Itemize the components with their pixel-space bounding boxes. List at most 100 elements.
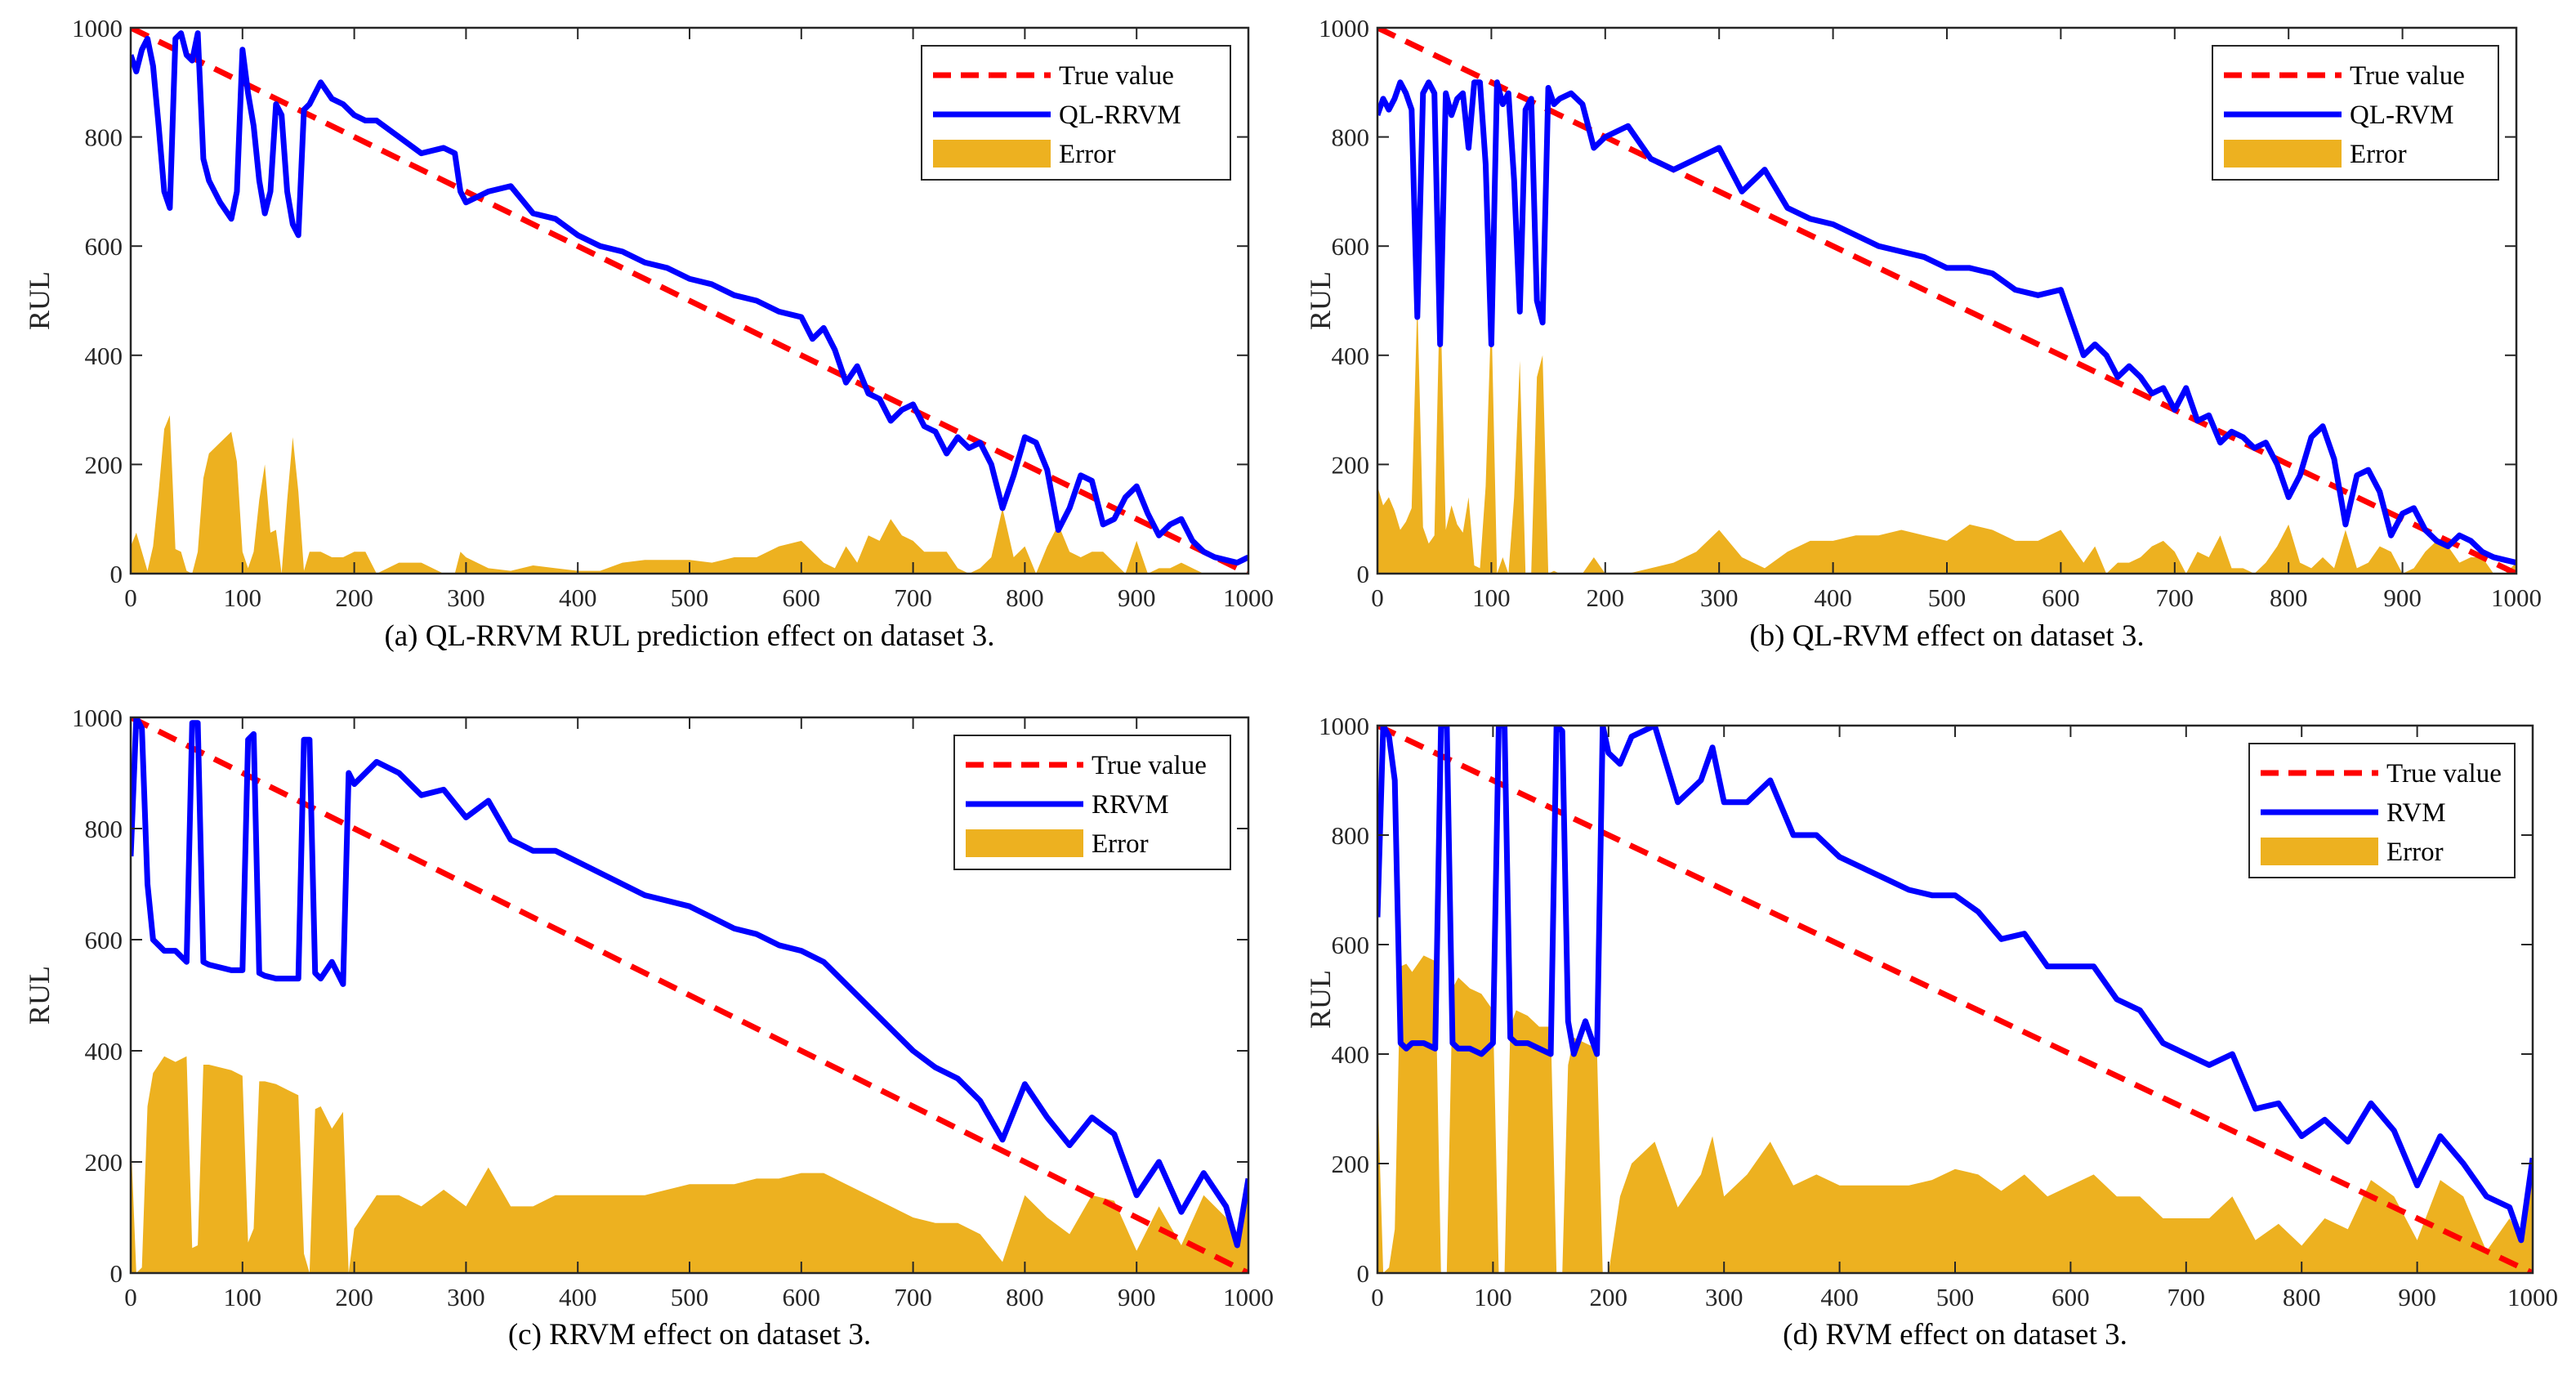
legend-swatch-error — [966, 829, 1083, 857]
y-axis-label: RUL — [1304, 970, 1337, 1029]
true-value-line — [131, 717, 1248, 1273]
y-tick-label: 0 — [110, 1259, 123, 1288]
x-tick-label: 300 — [447, 583, 485, 612]
prediction-line — [131, 30, 1248, 566]
x-tick-label: 300 — [447, 1283, 485, 1311]
x-tick-label: 0 — [124, 583, 137, 612]
y-tick-label: 1000 — [1319, 14, 1369, 42]
y-tick-label: 800 — [1332, 123, 1370, 152]
y-tick-label: 0 — [110, 560, 123, 588]
legend-label: True value — [1059, 61, 1174, 91]
plot-series — [131, 28, 1248, 574]
x-tick-label: 300 — [1705, 1283, 1743, 1311]
x-tick-label: 500 — [1936, 1283, 1975, 1311]
legend-label: True value — [2350, 61, 2465, 91]
x-tick-label: 700 — [894, 583, 932, 612]
y-tick-label: 1000 — [1319, 712, 1369, 740]
x-tick-label: 100 — [224, 583, 262, 612]
x-tick-label: 200 — [1590, 1283, 1628, 1311]
x-tick-label: 600 — [2051, 1283, 2090, 1311]
y-tick-label: 600 — [1332, 931, 1370, 959]
x-tick-label: 100 — [1472, 583, 1511, 612]
legend-label: True value — [1092, 751, 1207, 780]
error-area — [131, 415, 1248, 574]
subplot-caption: (b) QL-RVM effect on dataset 3. — [1749, 619, 2144, 653]
legend-label: RRVM — [1092, 790, 1169, 820]
x-tick-label: 700 — [2156, 583, 2194, 612]
y-tick-label: 0 — [1357, 560, 1370, 588]
x-tick-label: 400 — [559, 1283, 597, 1311]
prediction-line — [1377, 79, 2516, 566]
legend-label: Error — [1092, 829, 1149, 859]
y-tick-label: 800 — [85, 123, 123, 152]
legend-label: QL-RRVM — [1059, 101, 1181, 130]
x-tick-label: 500 — [671, 583, 709, 612]
x-tick-label: 700 — [2168, 1283, 2206, 1311]
y-tick-label: 400 — [1332, 342, 1370, 370]
y-tick-label: 200 — [85, 1148, 123, 1177]
legend-label: RVM — [2386, 798, 2446, 828]
x-tick-label: 400 — [559, 583, 597, 612]
legend-label: Error — [1059, 140, 1116, 169]
x-tick-label: 900 — [1118, 583, 1156, 612]
legend-label: QL-RVM — [2350, 101, 2454, 130]
x-tick-label: 800 — [1006, 1283, 1044, 1311]
legend-label: Error — [2386, 838, 2444, 867]
x-tick-label: 1000 — [1223, 1283, 1274, 1311]
y-tick-label: 200 — [1332, 450, 1370, 479]
legend-swatch-error — [2224, 140, 2342, 168]
subplot-b: 0 100 200 300 400 500 600 700 800 900 1000 0 200 400 6… — [1304, 14, 2542, 653]
plot-series — [1377, 726, 2533, 1273]
x-tick-label: 400 — [1814, 583, 1852, 612]
x-tick-label: 1000 — [2491, 583, 2542, 612]
true-value-line — [1377, 28, 2516, 574]
error-area — [131, 1056, 1248, 1273]
y-tick-label: 600 — [85, 232, 123, 261]
legend-label: Error — [2350, 140, 2407, 169]
y-tick-label: 1000 — [72, 704, 123, 732]
x-tick-label: 1000 — [1223, 583, 1274, 612]
subplot-c: 0 100 200 300 400 500 600 700 800 900 1000 0 200 400 6… — [23, 704, 1274, 1351]
legend: True value RVM Error — [2248, 743, 2516, 878]
x-tick-label: 800 — [2270, 583, 2308, 612]
x-tick-label: 500 — [671, 1283, 709, 1311]
true-value-line — [1377, 726, 2533, 1273]
y-tick-label: 600 — [85, 926, 123, 954]
x-tick-label: 200 — [335, 1283, 373, 1311]
legend: True value QL-RVM Error — [2212, 45, 2499, 181]
y-tick-label: 200 — [85, 450, 123, 479]
x-tick-label: 200 — [1587, 583, 1625, 612]
x-tick-label: 0 — [1371, 1283, 1384, 1311]
x-tick-label: 600 — [2042, 583, 2080, 612]
x-tick-label: 100 — [224, 1283, 262, 1311]
x-tick-label: 600 — [783, 1283, 821, 1311]
x-tick-label: 800 — [1006, 583, 1044, 612]
subplot-d: 0 100 200 300 400 500 600 700 800 900 1000 0 200 400 6… — [1304, 712, 2558, 1351]
true-value-line — [131, 28, 1248, 574]
plot-series — [131, 717, 1248, 1273]
y-tick-label: 400 — [85, 1037, 123, 1066]
y-axis-label: RUL — [23, 966, 56, 1025]
y-tick-label: 800 — [85, 815, 123, 843]
y-tick-label: 600 — [1332, 232, 1370, 261]
x-tick-label: 0 — [1371, 583, 1384, 612]
x-tick-label: 900 — [2398, 1283, 2436, 1311]
legend-swatch-error — [933, 140, 1051, 168]
y-tick-label: 200 — [1332, 1150, 1370, 1178]
x-tick-label: 800 — [2283, 1283, 2321, 1311]
x-tick-label: 600 — [783, 583, 821, 612]
y-tick-label: 1000 — [72, 14, 123, 42]
x-tick-label: 900 — [1118, 1283, 1156, 1311]
y-tick-label: 400 — [1332, 1040, 1370, 1069]
subplot-a: 0 100 200 300 400 500 600 700 800 900 1000 0 200 400 6… — [23, 14, 1274, 653]
y-axis-label: RUL — [1304, 271, 1337, 330]
y-tick-label: 800 — [1332, 821, 1370, 850]
subplot-caption: (a) QL-RRVM RUL prediction effect on dat… — [384, 619, 994, 653]
legend-swatch-error — [2261, 838, 2378, 865]
x-tick-label: 200 — [335, 583, 373, 612]
plot-series — [1377, 28, 2516, 574]
x-tick-label: 700 — [894, 1283, 932, 1311]
x-tick-label: 1000 — [2507, 1283, 2558, 1311]
subplot-caption: (c) RRVM effect on dataset 3. — [508, 1318, 871, 1351]
